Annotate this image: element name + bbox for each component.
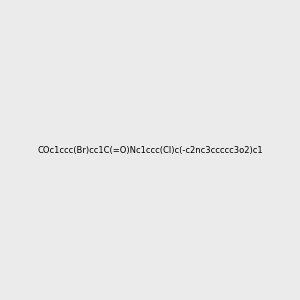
Text: COc1ccc(Br)cc1C(=O)Nc1ccc(Cl)c(-c2nc3ccccc3o2)c1: COc1ccc(Br)cc1C(=O)Nc1ccc(Cl)c(-c2nc3ccc… bbox=[37, 146, 263, 154]
